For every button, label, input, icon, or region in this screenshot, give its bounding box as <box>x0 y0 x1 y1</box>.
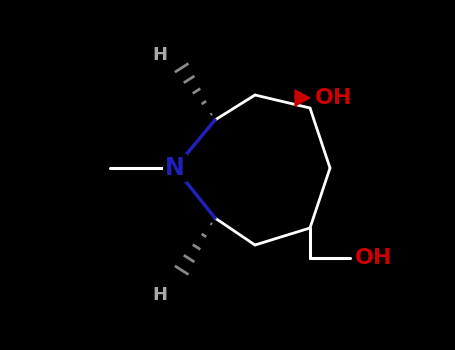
Polygon shape <box>295 90 310 106</box>
Text: H: H <box>152 286 167 304</box>
Text: OH: OH <box>315 88 353 108</box>
Text: N: N <box>165 156 185 180</box>
Text: H: H <box>152 46 167 64</box>
Text: OH: OH <box>355 248 393 268</box>
